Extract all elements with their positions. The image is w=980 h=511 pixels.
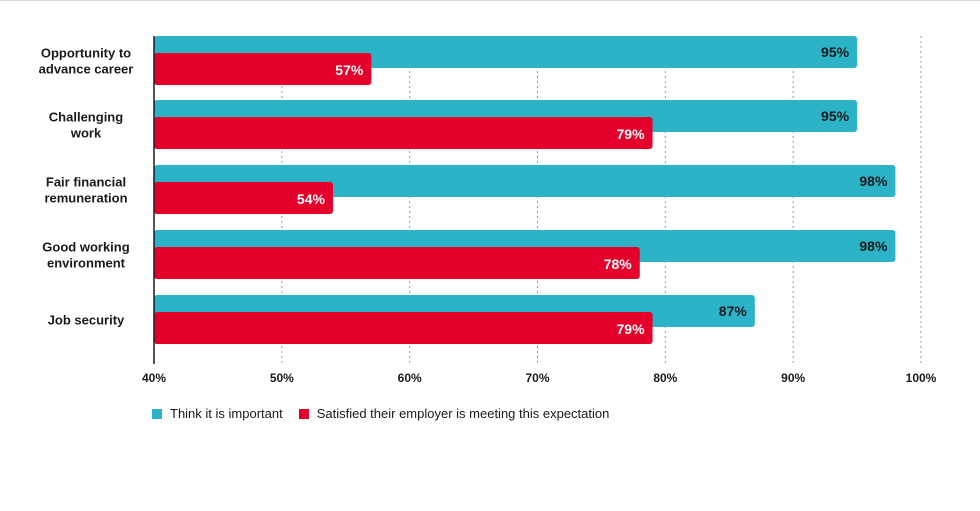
legend-label-satisfied: Satisfied their employer is meeting this…	[316, 406, 610, 421]
legend-swatch-satisfied	[298, 408, 309, 419]
value-label-important-2: 98%	[859, 173, 888, 189]
legend-swatch-important	[152, 408, 162, 419]
legend: Think it is important Satisfied their em…	[152, 406, 625, 421]
x-tick-label-60: 60%	[398, 371, 422, 385]
top-divider	[0, 0, 980, 1]
value-label-important-3: 98%	[859, 238, 888, 254]
value-label-important-1: 95%	[821, 108, 850, 124]
category-label-0-0: Opportunity to	[41, 46, 131, 61]
legend-label-important: Think it is important	[170, 406, 283, 421]
legend-item-satisfied: Satisfied their employer is meeting this…	[298, 406, 610, 421]
value-label-satisfied-0: 57%	[335, 62, 364, 78]
value-label-satisfied-1: 79%	[617, 126, 646, 142]
x-tick-label-90: 90%	[781, 371, 805, 385]
category-label-4-0: Job security	[48, 313, 125, 328]
bar-satisfied-0	[154, 53, 372, 85]
bar-satisfied-4	[154, 312, 653, 344]
value-label-important-0: 95%	[821, 44, 850, 60]
bar-satisfied-1	[154, 117, 653, 149]
bar-satisfied-3	[154, 247, 640, 279]
x-tick-label-100: 100%	[906, 371, 937, 385]
x-tick-label-50: 50%	[270, 371, 294, 385]
value-label-satisfied-3: 78%	[604, 256, 633, 272]
bar-satisfied-2	[154, 182, 333, 214]
value-label-satisfied-4: 79%	[617, 321, 646, 337]
x-tick-label-70: 70%	[525, 371, 549, 385]
category-label-2-1: remuneration	[44, 191, 127, 206]
category-label-0-1: advance career	[39, 62, 134, 77]
value-label-satisfied-2: 54%	[297, 191, 326, 207]
category-label-1-1: work	[70, 126, 102, 141]
category-label-3-1: environment	[47, 256, 126, 271]
category-label-2-0: Fair financial	[46, 175, 126, 190]
category-label-1-0: Challenging	[49, 110, 123, 125]
value-label-important-4: 87%	[719, 303, 748, 319]
category-label-3-0: Good working	[42, 240, 129, 255]
legend-item-important: Think it is important	[152, 406, 283, 421]
x-tick-label-40: 40%	[142, 371, 166, 385]
x-tick-label-80: 80%	[653, 371, 677, 385]
bar-important-2	[154, 165, 896, 197]
